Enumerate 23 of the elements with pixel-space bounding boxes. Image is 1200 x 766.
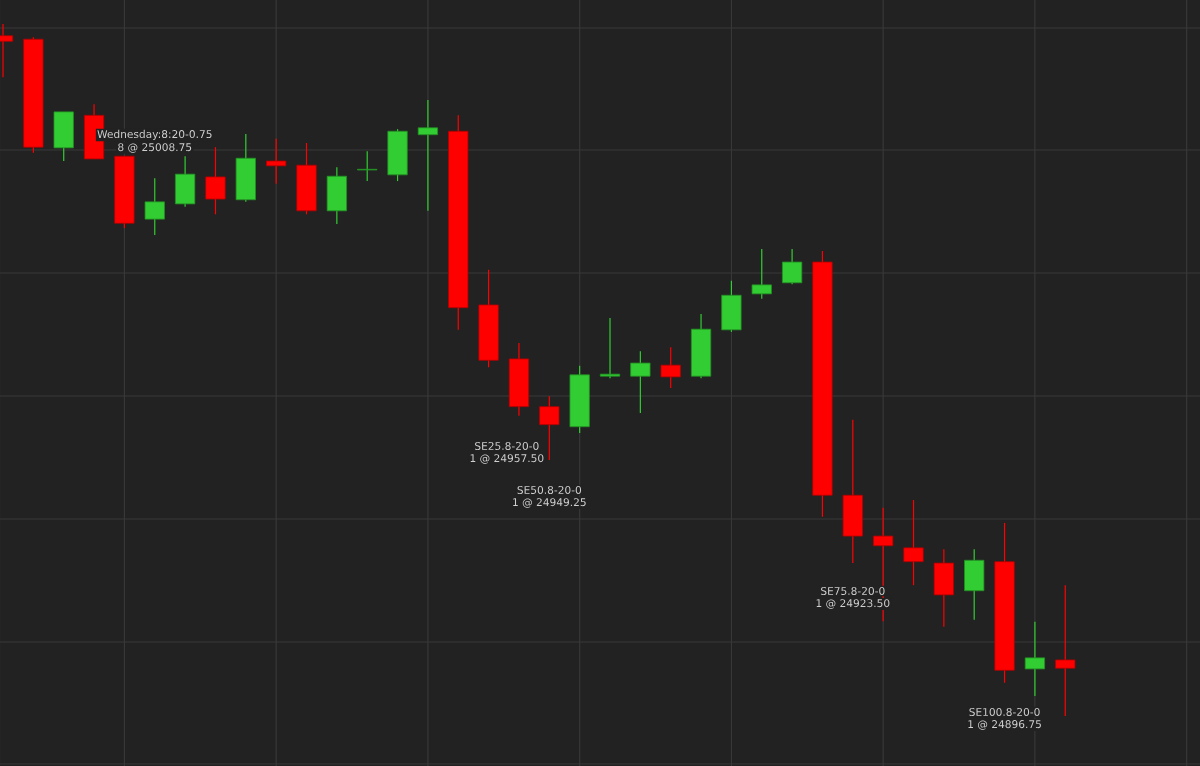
- annotation: 1 @ 24957.50: [470, 454, 544, 464]
- annotation: Wednesday:8:20-0.75: [97, 129, 212, 141]
- annotation: SE25.8-20-0: [475, 441, 539, 450]
- candlestick: [266, 138, 287, 185]
- candlestick: [660, 346, 681, 389]
- annotation: 1 @ 24923.50: [816, 599, 890, 609]
- annotation: SE75.8-20-0: [821, 586, 885, 595]
- candlestick: [1024, 621, 1046, 697]
- candlestick: [599, 317, 621, 379]
- candlestick: [781, 248, 803, 285]
- annotation: SE50.8-20-0: [517, 485, 582, 494]
- annotation: 8 @ 25008.75: [118, 143, 192, 153]
- annotation: 1 @ 24949.25: [513, 498, 586, 508]
- annotation: SE100.8-20-0: [969, 707, 1040, 716]
- text: 1 @ 24896.75: [968, 720, 1041, 730]
- candlestick: [417, 99, 439, 212]
- candlestick: [205, 146, 226, 215]
- candlestick: [1055, 584, 1076, 717]
- candlestick: [144, 177, 165, 236]
- candlestick: [630, 350, 651, 414]
- candlestick: [751, 248, 772, 300]
- candlestick: [903, 499, 924, 586]
- candlestick: [357, 150, 378, 182]
